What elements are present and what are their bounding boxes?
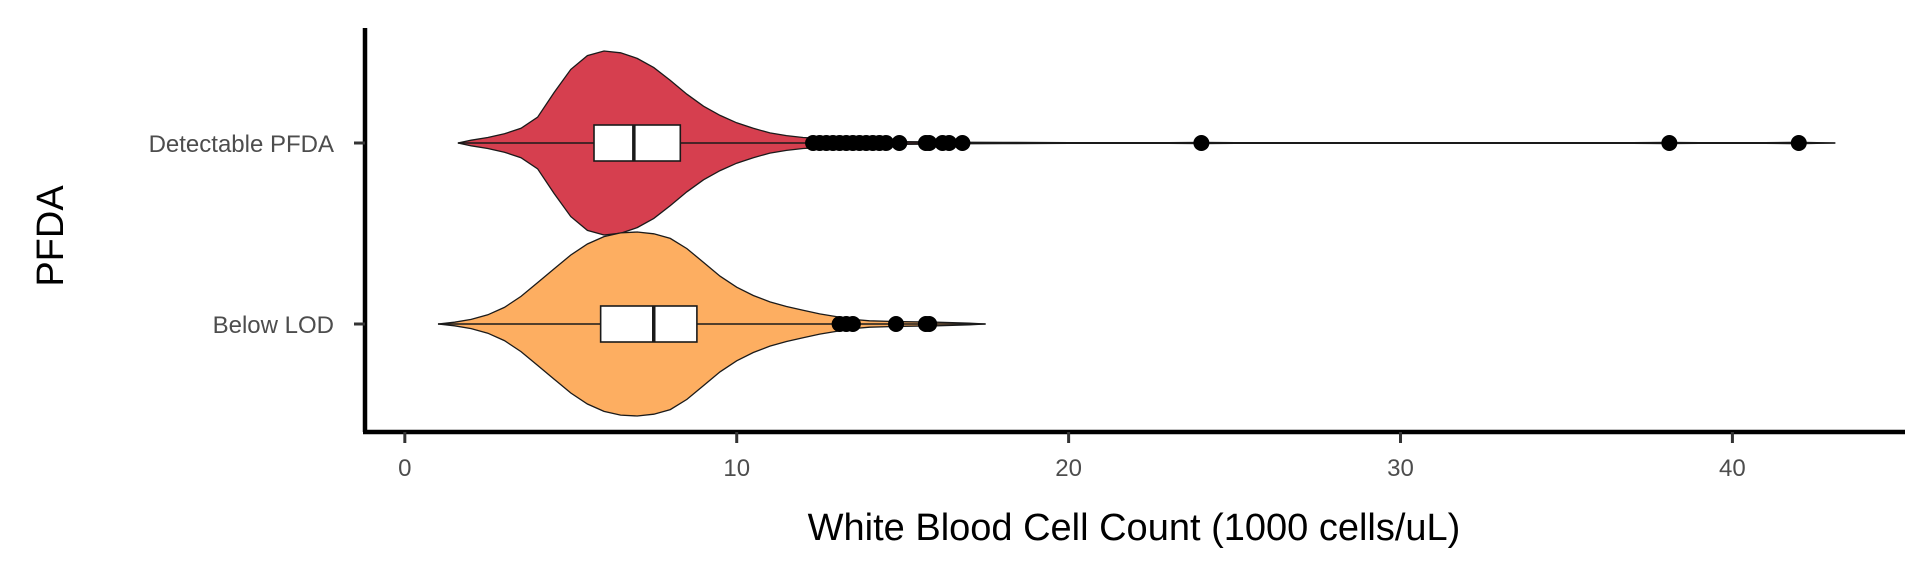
y-axis-ticks: Detectable PFDA Below LOD (149, 131, 365, 339)
outlier-point (1661, 135, 1678, 151)
x-tick-label: 30 (1387, 455, 1414, 482)
x-tick-label: 40 (1719, 455, 1746, 482)
y-axis-title: PFDA (30, 185, 72, 287)
outlier-point (1790, 135, 1807, 151)
outlier-point (921, 316, 938, 332)
plot-area (437, 50, 1836, 417)
x-tick-label: 10 (723, 455, 750, 482)
outlier-point (954, 135, 971, 151)
outlier-point (941, 135, 958, 151)
outlier-point (888, 316, 905, 332)
outlier-point (878, 135, 895, 151)
x-tick-label: 20 (1055, 455, 1082, 482)
x-axis-title: White Blood Cell Count (1000 cells/uL) (808, 507, 1461, 549)
y-tick-label: Below LOD (213, 312, 334, 339)
x-tick-label: 0 (398, 455, 411, 482)
outlier-point (891, 135, 908, 151)
outlier-point (921, 135, 938, 151)
box-1 (599, 305, 698, 343)
y-tick-label: Detectable PFDA (149, 131, 334, 158)
x-axis-ticks: 0 10 20 30 40 (398, 432, 1746, 482)
box-0 (593, 124, 682, 162)
outlier-point (844, 316, 861, 332)
outlier-point (1193, 135, 1210, 151)
